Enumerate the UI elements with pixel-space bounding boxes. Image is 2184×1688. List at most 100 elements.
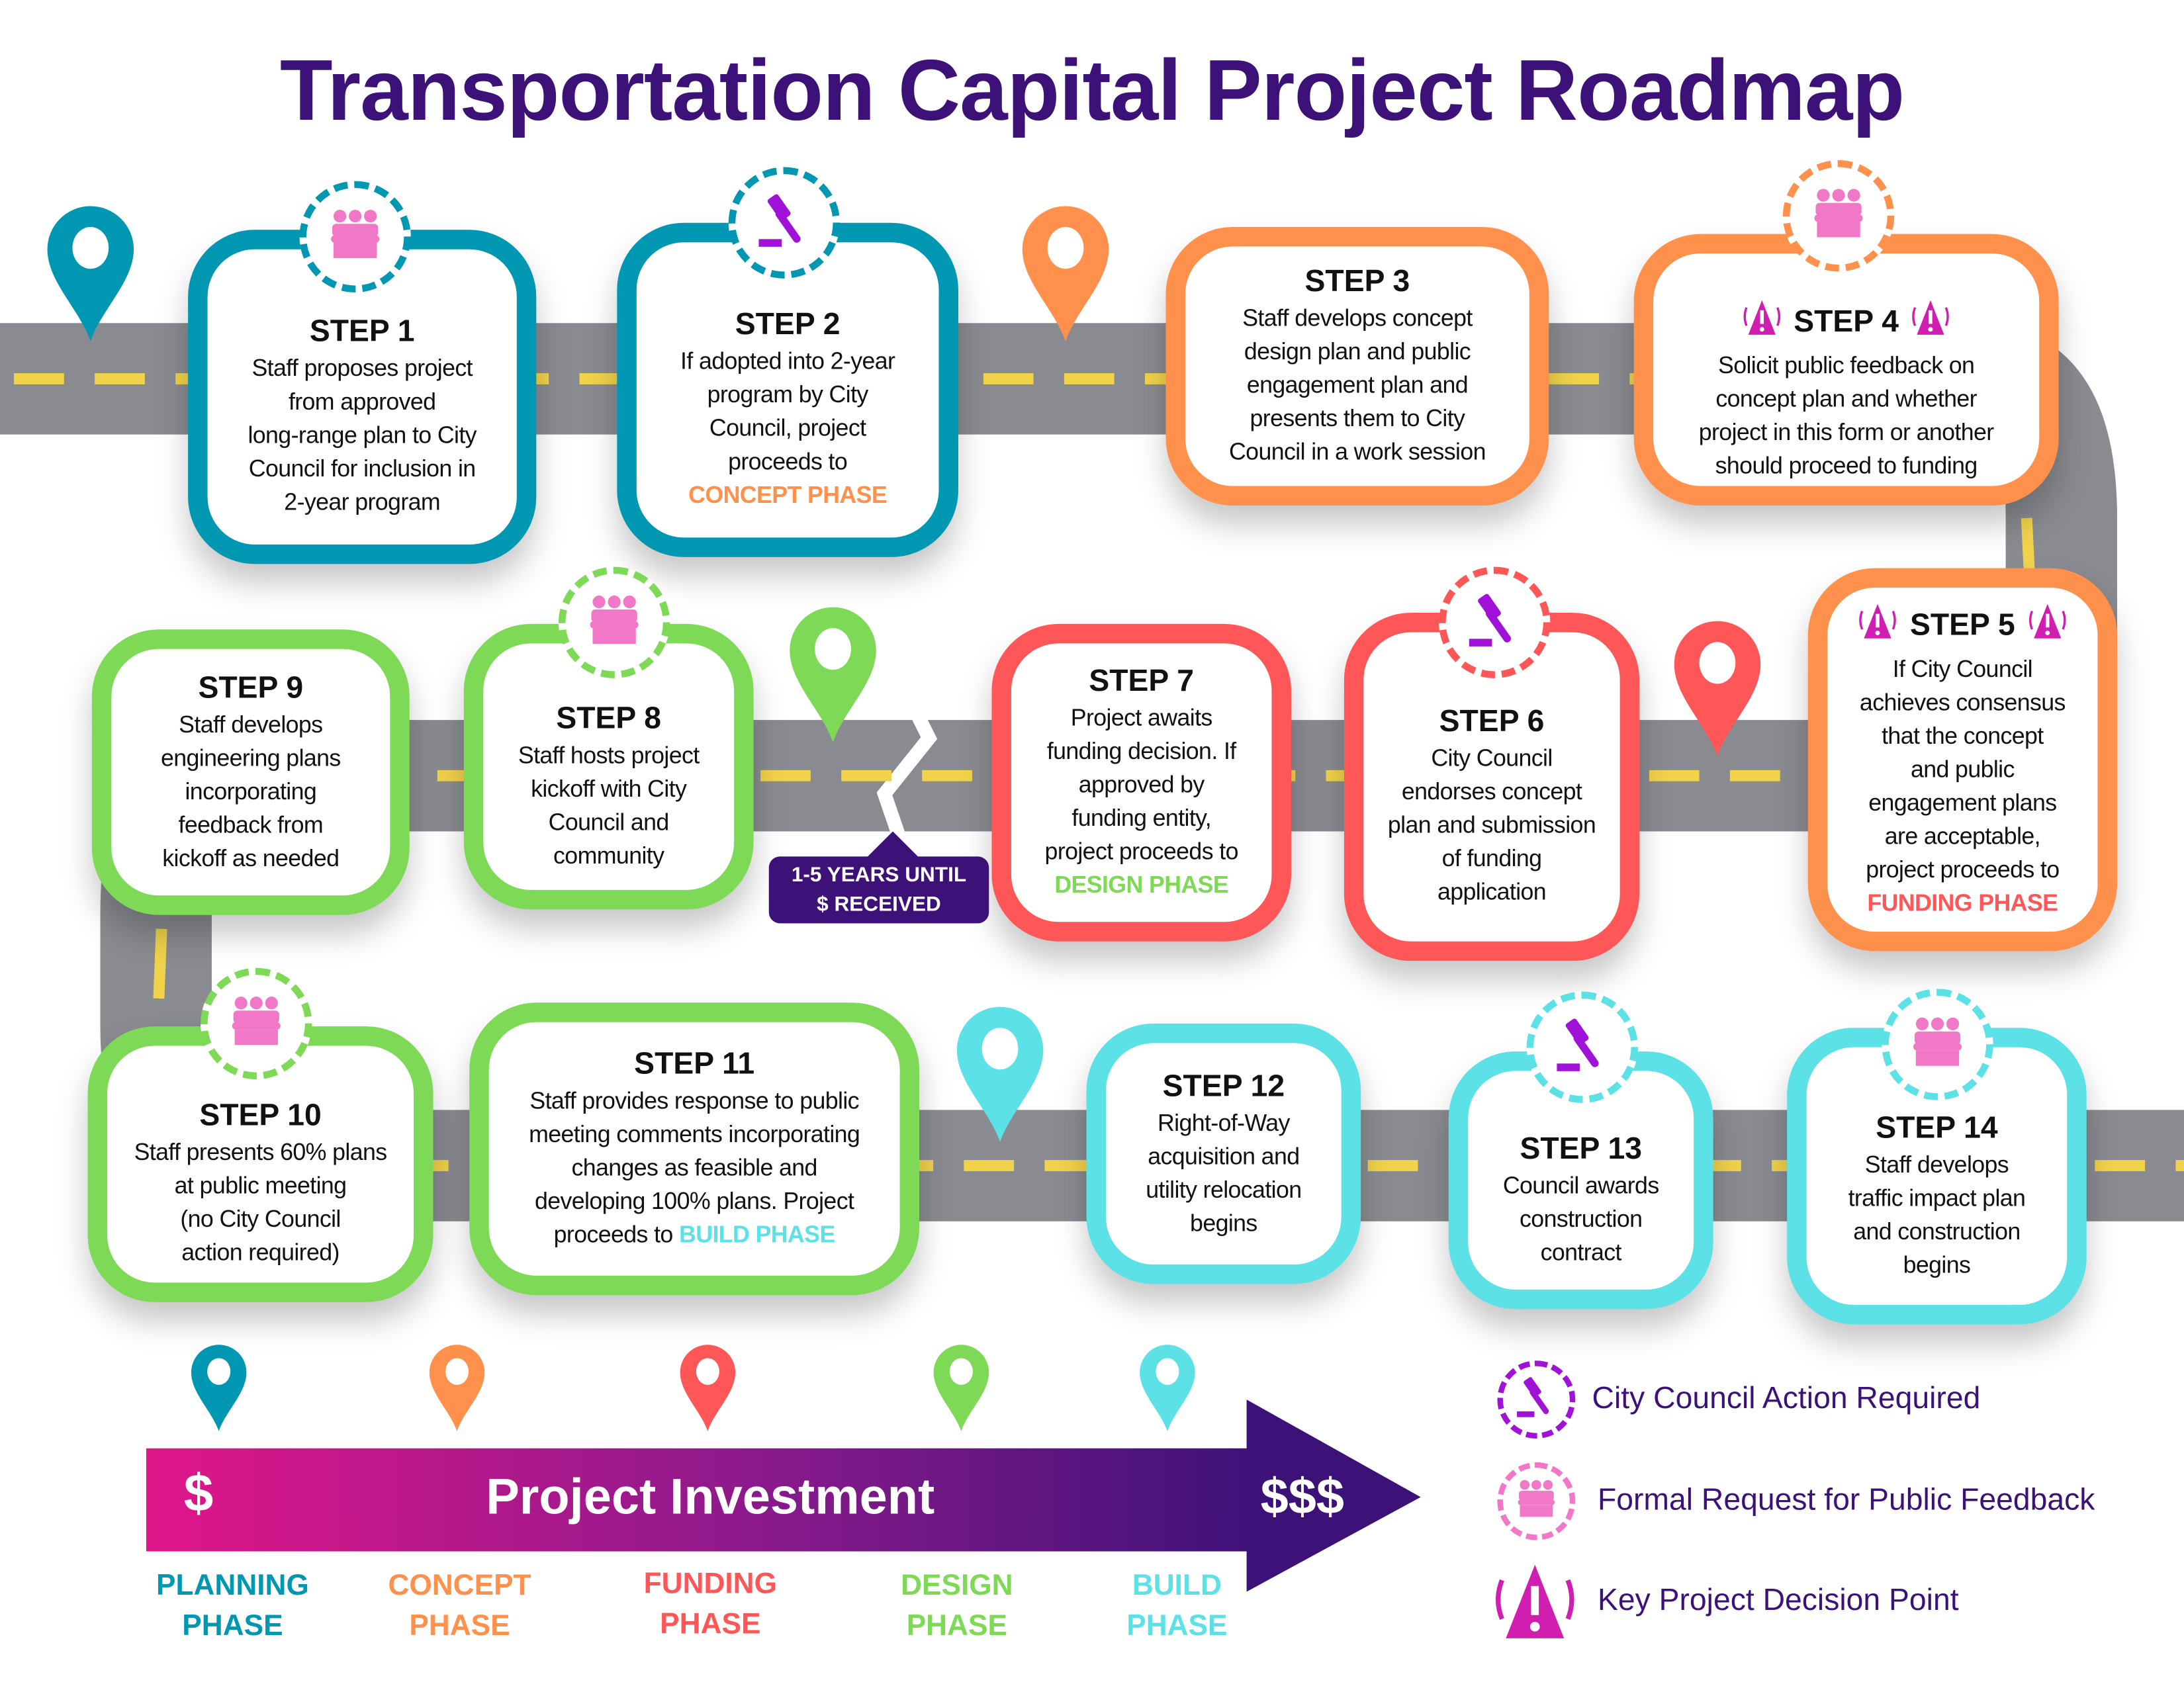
step-text: long-range plan to City — [248, 422, 477, 449]
step-text: Right-of-Way — [1157, 1109, 1291, 1136]
step-title: STEP 11 — [634, 1046, 754, 1083]
step-description-line: Staff provides response to public — [529, 1085, 859, 1118]
step-text: Staff develops — [179, 711, 323, 738]
phase-label-line: PHASE — [182, 1609, 283, 1642]
road-lane-dash — [1064, 373, 1115, 384]
step-description-line: construction — [1520, 1202, 1643, 1236]
phase-label-line: PHASE — [1126, 1609, 1228, 1642]
step-label: STEP 11 — [634, 1045, 755, 1081]
step-description-line: Staff hosts project — [518, 738, 700, 772]
warning-icon — [1741, 296, 1782, 346]
step-description-line: incorporating — [185, 775, 316, 809]
map-pin-icon — [1672, 620, 1764, 766]
step-text: action required) — [181, 1239, 340, 1266]
step-text: program by City — [707, 381, 869, 408]
step-card-12: STEP 12 Right-of-Way acquisition and utilit… — [1086, 1023, 1361, 1284]
step-description-line: (no City Council — [180, 1203, 341, 1237]
step-description-line: If adopted into 2-year — [680, 345, 895, 379]
step-text: feedback from — [178, 811, 324, 838]
step-label: STEP 2 — [735, 306, 841, 341]
step-text: engineering plans — [160, 744, 341, 771]
investment-label: Project Investment — [486, 1468, 935, 1525]
step-text: kickoff as needed — [162, 844, 340, 871]
step-text: Council and — [548, 808, 670, 835]
gavel-icon — [1514, 1374, 1559, 1425]
step-title: STEP 10 — [199, 1097, 321, 1133]
legend-label: Key Project Decision Point — [1597, 1581, 1959, 1617]
step-text: begins — [1190, 1209, 1257, 1236]
step-description-line: should proceed to funding — [1715, 449, 1978, 483]
step-description-line: that the concept — [1882, 719, 2044, 753]
step-description-line: engineering plans — [161, 742, 341, 776]
step-text: Staff hosts project — [518, 741, 700, 768]
step-text: should proceed to funding — [1715, 451, 1978, 478]
step-description-line: begins — [1903, 1249, 1971, 1282]
step-text: presents them to City — [1250, 405, 1465, 432]
step-text: approved by — [1078, 771, 1205, 798]
step-text: Project awaits — [1070, 704, 1213, 731]
step-title: STEP 3 — [1305, 263, 1410, 300]
people-legend-badge — [1497, 1462, 1576, 1540]
gavel-icon — [1553, 1014, 1612, 1080]
step-card-4: STEP 4 Solicit public feedback on concept … — [1633, 234, 2059, 506]
step-text: Staff provides response to public — [529, 1087, 859, 1114]
phase-label-line: CONCEPT — [388, 1569, 531, 1602]
step-description-line: If City Council — [1893, 652, 2033, 686]
step-text: utility relocation — [1146, 1176, 1302, 1203]
step-description-line: are acceptable, — [1885, 820, 2041, 854]
investment-arrow — [146, 1399, 1421, 1592]
map-pin-icon — [1020, 204, 1112, 351]
step-title: STEP 2 — [735, 306, 841, 343]
step-text: changes as feasible and — [571, 1154, 817, 1181]
map-pin-icon — [954, 1006, 1046, 1152]
step-text: City Council — [1431, 744, 1553, 772]
step-description-line: of funding — [1441, 842, 1543, 876]
step-text: Council for inclusion in — [248, 455, 476, 482]
phase-highlight: CONCEPT PHASE — [688, 482, 887, 509]
step-label: STEP 12 — [1162, 1067, 1285, 1102]
years-line2: $ RECEIVED — [817, 893, 941, 916]
step-card-3: STEP 3 Staff develops concept design plan … — [1165, 227, 1549, 506]
step-description-line: at public meeting — [175, 1170, 347, 1204]
step-text: construction — [1520, 1205, 1643, 1232]
step-label: STEP 1 — [309, 313, 415, 349]
step-label: STEP 14 — [1876, 1109, 1998, 1144]
step-text: community — [553, 842, 664, 869]
phase-label-design: DESIGN PHASE — [860, 1566, 1055, 1646]
warning-icon — [2026, 600, 2068, 650]
step-text: proceeds to — [728, 448, 848, 475]
road-lane-dash — [2175, 1160, 2184, 1171]
step-description-line: and construction — [1853, 1215, 2021, 1249]
step-card-11: STEP 11 Staff provides response to public… — [469, 1002, 920, 1296]
step-description-line: funding entity, — [1071, 802, 1211, 836]
step-card-10: STEP 10 Staff presents 60% plans at public… — [87, 1026, 433, 1302]
phase-label-funding: FUNDING PHASE — [613, 1564, 808, 1644]
map-pin-icon — [1138, 1344, 1197, 1440]
phase-highlight: FUNDING PHASE — [1867, 889, 2058, 916]
step-title: STEP 6 — [1439, 703, 1545, 740]
step-text: engagement plan and — [1246, 371, 1469, 398]
phase-label-line: PLANNING — [156, 1569, 309, 1602]
road-lane-dash — [1044, 1160, 1095, 1171]
step-description-line: approved by — [1079, 769, 1205, 803]
years-pointer — [864, 831, 921, 860]
step-text: Council in a work session — [1228, 438, 1486, 465]
phase-label-line: PHASE — [409, 1609, 510, 1642]
step-text: Council, project — [709, 415, 866, 442]
step-title: STEP 7 — [1089, 663, 1194, 699]
step-card-14: STEP 14 Staff develops traffic impact plan… — [1787, 1028, 2087, 1325]
road-lane-dash — [2095, 1160, 2146, 1171]
step-description-line: design plan and public — [1244, 335, 1471, 369]
people-badge — [1882, 989, 1993, 1100]
warning-icon — [1857, 600, 1899, 650]
gavel-icon — [1465, 590, 1524, 655]
step-description-line: presents them to City — [1250, 402, 1465, 436]
step-label: STEP 8 — [556, 699, 662, 735]
step-description-line: meeting comments incorporating — [529, 1118, 860, 1152]
step-text: engagement plans — [1868, 789, 2057, 816]
step-description-line: project proceeds to — [1045, 836, 1239, 869]
road-lane-dash — [95, 373, 145, 384]
step-text: at public meeting — [174, 1173, 347, 1200]
step-text: of funding — [1441, 845, 1543, 872]
step-description-line: Right-of-Way — [1157, 1106, 1291, 1140]
